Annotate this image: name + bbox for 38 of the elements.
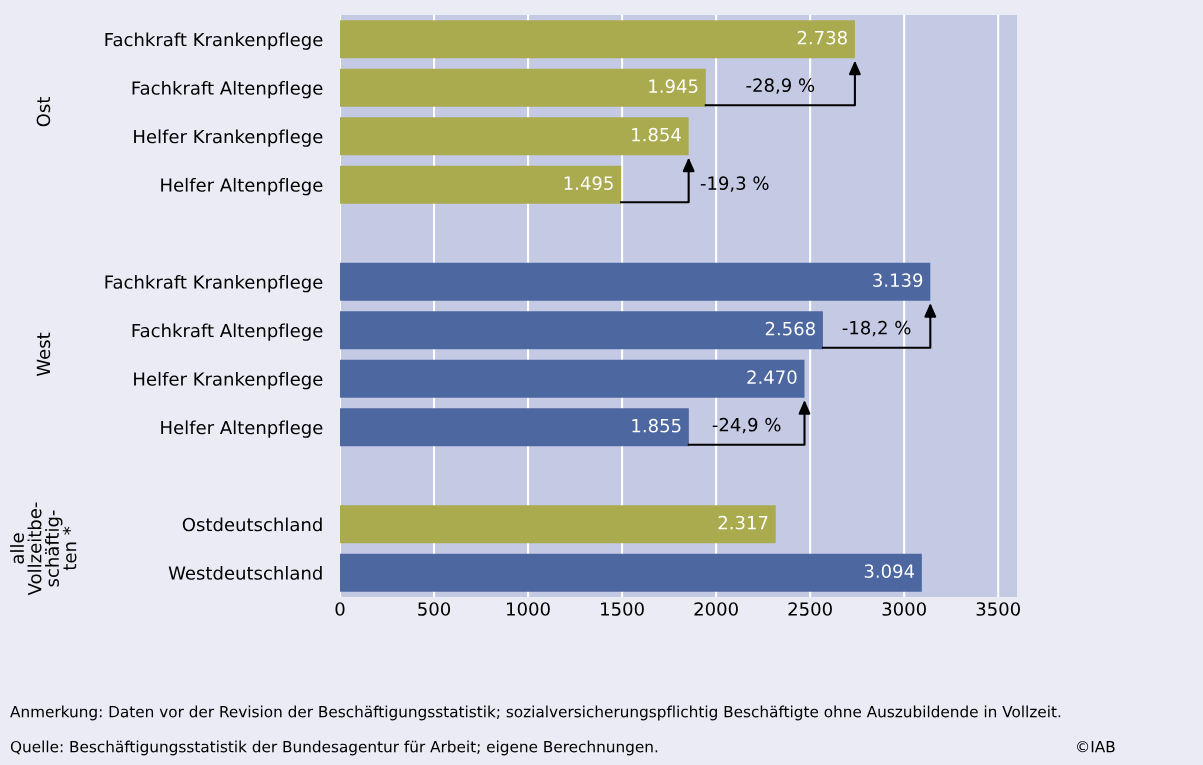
x-tick-label: 3000 bbox=[882, 602, 926, 616]
y-tick-label: Helfer Krankenpflege bbox=[134, 129, 323, 147]
x-tick-label: 2000 bbox=[694, 602, 738, 616]
x-tick-label: 3500 bbox=[976, 602, 1020, 616]
x-tick-label: 0 bbox=[335, 602, 345, 616]
data-label: 1.854 bbox=[632, 127, 681, 142]
y-tick-label: Fachkraft Altenpflege bbox=[132, 323, 323, 341]
y-tick-label: Helfer Altenpflege bbox=[161, 420, 323, 438]
data-label: 2.317 bbox=[718, 515, 768, 530]
text: alle Vollzeitbe- schäftig- ten * bbox=[10, 502, 77, 596]
data-label: 1.855 bbox=[632, 418, 681, 433]
y-tick-label: Fachkraft Krankenpflege bbox=[105, 274, 323, 293]
annotation: -18,2 % bbox=[842, 320, 911, 337]
data-label: 1.495 bbox=[564, 176, 613, 190]
data-label: 3.139 bbox=[873, 273, 923, 287]
data-label: 2.568 bbox=[765, 321, 815, 336]
x-tick-label: 1000 bbox=[507, 602, 550, 616]
y-tick-label: Fachkraft Krankenpflege bbox=[105, 32, 323, 50]
y-tick-label: Helfer Krankenpflege bbox=[134, 371, 323, 390]
text: ©IAB bbox=[1077, 741, 1115, 753]
y-tick-label: Fachkraft Altenpflege bbox=[132, 80, 323, 99]
text: West bbox=[36, 332, 51, 377]
text: Ost bbox=[36, 97, 51, 127]
data-label: 2.738 bbox=[797, 30, 847, 45]
annotation: -28,9 % bbox=[746, 78, 815, 94]
y-tick-label: Westdeutschland bbox=[168, 565, 322, 580]
data-label: 1.945 bbox=[649, 79, 698, 93]
x-tick-label: 1500 bbox=[601, 602, 644, 616]
annotation: -24,9 % bbox=[712, 417, 781, 434]
source-note: Quelle: Beschäftigungsstatistik der Bundesagentur für Arbeit; eigene Berechnungen. bbox=[10, 740, 658, 756]
y-tick-label: Helfer Altenpflege bbox=[161, 177, 323, 196]
data-label: 2.470 bbox=[747, 370, 797, 384]
x-tick-label: 2500 bbox=[788, 602, 832, 616]
annotation: -19,3 % bbox=[700, 176, 769, 192]
y-tick-label: Ostdeutschland bbox=[182, 517, 322, 532]
text: Anmerkung: Daten vor der Revision der Beschäftigungsstatistik; sozialversicherungspflichtig Beschäftigte ohne Auszubildende in Vollzeit. bbox=[10, 705, 1061, 721]
data-label: 3.094 bbox=[864, 564, 915, 578]
x-tick-label: 500 bbox=[418, 602, 451, 616]
